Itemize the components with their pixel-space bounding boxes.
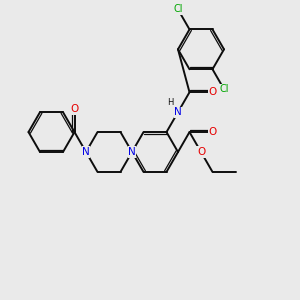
Text: O: O (70, 104, 79, 114)
Text: N: N (128, 147, 136, 157)
Text: N: N (82, 147, 90, 157)
Text: O: O (197, 147, 205, 157)
Text: O: O (208, 127, 217, 137)
Text: N: N (174, 107, 182, 117)
Text: H: H (168, 98, 174, 107)
Text: Cl: Cl (173, 4, 183, 14)
Text: Cl: Cl (219, 84, 229, 94)
Text: O: O (208, 87, 217, 97)
